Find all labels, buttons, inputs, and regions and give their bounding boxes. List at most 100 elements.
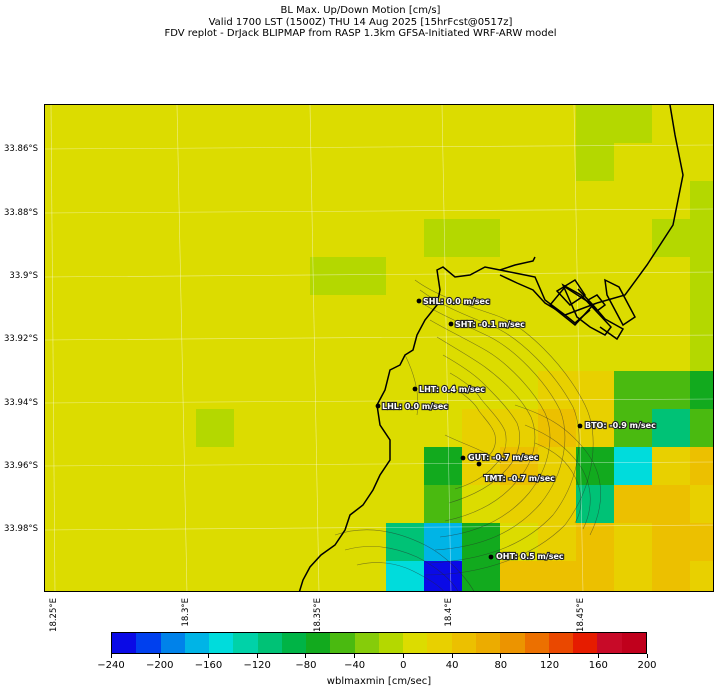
colorbar-segment [524, 633, 549, 653]
heatmap-cell [158, 181, 197, 220]
heatmap-cell [310, 523, 349, 562]
colorbar-tick [402, 654, 404, 658]
heatmap-cell [690, 181, 713, 220]
heatmap-cell [45, 409, 83, 448]
station-label: TMT: -0.7 m/sec [484, 474, 555, 483]
colorbar-segment [306, 633, 331, 653]
heatmap-cell [310, 561, 349, 591]
heatmap-cell [652, 561, 691, 591]
heatmap-cell [272, 561, 311, 591]
heatmap-cell [500, 371, 539, 410]
heatmap-cell [500, 181, 539, 220]
heatmap-cell [690, 371, 713, 410]
heatmap-cell [82, 409, 121, 448]
station-dot [412, 386, 418, 392]
heatmap-cell [500, 561, 539, 591]
colorbar-tick [549, 654, 551, 658]
map-title: BL Max. Up/Down Motion [cm/s] Valid 1700… [0, 5, 721, 40]
heatmap-cell [310, 447, 349, 486]
heatmap-cell [45, 219, 83, 258]
heatmap-cell [45, 561, 83, 591]
heatmap-cell [120, 295, 159, 334]
heatmap-cell [462, 523, 501, 562]
colorbar-tick-label: 40 [445, 660, 459, 671]
heatmap-cell [82, 105, 121, 144]
colorbar-tick [110, 654, 112, 658]
heatmap-cell [348, 371, 387, 410]
colorbar-tick [597, 654, 599, 658]
map-canvas: SHL: 0.0 m/sec SHT: -0.1 m/sec LHT: 0.4 m/… [45, 105, 713, 591]
colorbar-tick-label: 200 [637, 660, 657, 671]
heatmap-cell [196, 485, 235, 524]
heatmap-cell [310, 219, 349, 258]
heatmap-cell [424, 523, 463, 562]
heatmap-cell [424, 219, 463, 258]
station-label: LHT: 0.4 m/sec [419, 385, 485, 394]
heatmap-cell [120, 219, 159, 258]
heatmap-cell [462, 371, 501, 410]
heatmap-cell [424, 371, 463, 410]
heatmap-cell [500, 447, 539, 486]
colorbar-segment [403, 633, 428, 653]
heatmap-cell [500, 105, 539, 144]
heatmap-cell [45, 105, 83, 144]
heatmap-cell [196, 447, 235, 486]
heatmap-cell [120, 409, 159, 448]
heatmap-cell [576, 219, 615, 258]
heatmap-cell [348, 485, 387, 524]
colorbar-segment [112, 633, 137, 653]
lon-label: 18.35°E [313, 598, 323, 632]
heatmap-cell [690, 295, 713, 334]
heatmap-cell [348, 409, 387, 448]
heatmap-cell [614, 409, 653, 448]
heatmap-cell [690, 561, 713, 591]
heatmap-cell [158, 447, 197, 486]
heatmap-cell [652, 257, 691, 296]
heatmap-cell [462, 105, 501, 144]
heatmap-cell [690, 523, 713, 562]
lat-label: 33.96°S [4, 461, 38, 471]
map-panel[interactable]: SHL: 0.0 m/sec SHT: -0.1 m/sec LHT: 0.4 m/… [44, 104, 714, 592]
station-dot [416, 298, 422, 304]
colorbar-tick [256, 654, 258, 658]
heatmap-cell [386, 523, 425, 562]
heatmap-cell [424, 561, 463, 591]
colorbar-tick [500, 654, 502, 658]
heatmap-cell [348, 257, 387, 296]
heatmap-cell [652, 333, 691, 372]
heatmap-cell [652, 219, 691, 258]
heatmap-cell [82, 371, 121, 410]
colorbar-segment [330, 633, 355, 653]
colorbar-segment [281, 633, 307, 653]
heatmap-cell [538, 181, 577, 220]
heatmap-cell [614, 485, 653, 524]
lon-label: 18.45°E [576, 598, 586, 632]
station-dot [460, 455, 466, 461]
heatmap-cell [500, 295, 539, 334]
heatmap-cell [82, 295, 121, 334]
terrain-contours [334, 279, 601, 591]
heatmap-cell [158, 409, 197, 448]
heatmap-cell [158, 561, 197, 591]
heatmap-cell [272, 371, 311, 410]
station-label: LHL: 0.0 m/sec [382, 402, 448, 411]
heatmap-cell [462, 485, 501, 524]
heatmap-cell [462, 181, 501, 220]
heatmap-cell [158, 219, 197, 258]
heatmap-cell [310, 295, 349, 334]
colorbar-tick-label: −120 [243, 660, 271, 671]
heatmap-cell [310, 371, 349, 410]
heatmap-cell [576, 485, 615, 524]
heatmap-cell [196, 257, 235, 296]
heatmap-cell [234, 523, 273, 562]
heatmap-cell [348, 295, 387, 334]
heatmap-cell [234, 561, 273, 591]
title-line-2: Valid 1700 LST (1500Z) THU 14 Aug 2025 [… [208, 16, 513, 28]
heatmap-cell [538, 105, 577, 144]
heatmap-cell [462, 409, 501, 448]
heatmap-cell [82, 143, 121, 182]
heatmap-cell [576, 295, 615, 334]
heatmap-cell [272, 181, 311, 220]
heatmap-cell [386, 219, 425, 258]
heatmap-cell [45, 295, 83, 334]
